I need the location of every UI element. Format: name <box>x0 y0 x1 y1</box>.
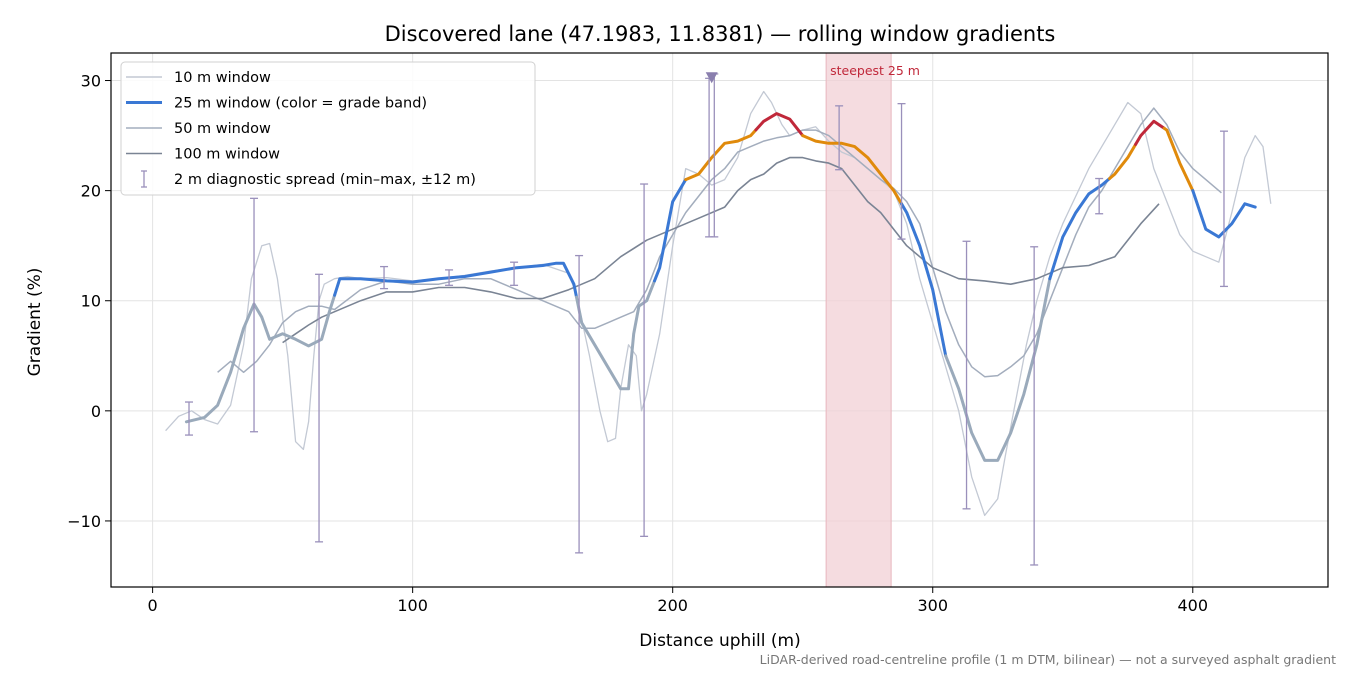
legend-label: 50 m window <box>174 121 271 137</box>
legend-box <box>120 61 536 196</box>
error-bar <box>380 265 389 290</box>
error-bar <box>445 269 454 286</box>
error-bar <box>962 240 971 510</box>
series-100m-line <box>282 156 1160 344</box>
series-25m-segment <box>944 277 1052 462</box>
series-layer <box>165 90 1272 517</box>
steepest-band-label: steepest 25 m <box>830 63 920 78</box>
error-bar <box>510 261 519 286</box>
y-tick-label: 0 <box>91 402 101 421</box>
axes: 0 100 200 300 400 −10 0 10 20 30 <box>67 52 1329 615</box>
error-bar <box>575 254 584 554</box>
footnote: LiDAR-derived road-centreline profile (1… <box>760 652 1336 667</box>
error-bar <box>315 273 324 543</box>
series-25m-segment <box>575 279 656 391</box>
chart-title: Discovered lane (47.1983, 11.8381) — rol… <box>385 22 1056 46</box>
plot-frame <box>110 52 1329 588</box>
error-bar <box>250 197 259 433</box>
x-tick-label: 100 <box>397 596 428 615</box>
y-tick-label: 10 <box>81 292 101 311</box>
legend-label: 100 m window <box>174 147 280 163</box>
x-tick-label: 300 <box>917 596 948 615</box>
error-bar <box>1095 177 1104 215</box>
series-25m-segment <box>1048 177 1112 281</box>
series-25m-segment <box>1108 142 1138 180</box>
peak-marker <box>705 72 718 84</box>
x-axis-label: Distance uphill (m) <box>639 631 800 651</box>
error-bar <box>1219 130 1228 288</box>
legend: 10 m window 25 m window (color = grade ba… <box>120 61 536 196</box>
error-bar <box>835 105 844 171</box>
series-25m-segment <box>1191 189 1257 239</box>
series-25m-segment <box>333 261 578 299</box>
error-bar <box>640 183 649 538</box>
series-25m-segment <box>1162 126 1195 193</box>
x-tick-label: 400 <box>1178 596 1209 615</box>
legend-label: 2 m diagnostic spread (min–max, ±12 m) <box>174 172 476 188</box>
error-bar <box>185 401 194 436</box>
series-10m-line <box>165 90 1272 517</box>
error-bars <box>185 73 1228 566</box>
steepest-band-rect <box>825 52 892 588</box>
legend-label: 10 m window <box>174 70 271 86</box>
error-bar <box>1030 246 1039 566</box>
legend-label: 25 m window (color = grade band) <box>174 96 427 112</box>
y-tick-label: 30 <box>81 72 101 91</box>
series-25m-segment <box>684 128 758 182</box>
series-25m-segment <box>653 178 688 283</box>
x-tick-label: 0 <box>148 596 158 615</box>
y-axis-label: Gradient (%) <box>25 268 45 377</box>
y-tick-label: −10 <box>67 512 101 531</box>
series-25m-segment <box>900 202 948 358</box>
series-25m-segment <box>1134 119 1166 146</box>
x-tick-label: 200 <box>657 596 688 615</box>
y-tick-label: 20 <box>81 182 101 201</box>
series-25m-segment <box>801 134 903 206</box>
series-25m-segment <box>754 112 805 138</box>
annotations: steepest 25 m <box>705 63 920 84</box>
error-bar <box>897 102 906 240</box>
steepest-band <box>825 52 892 588</box>
